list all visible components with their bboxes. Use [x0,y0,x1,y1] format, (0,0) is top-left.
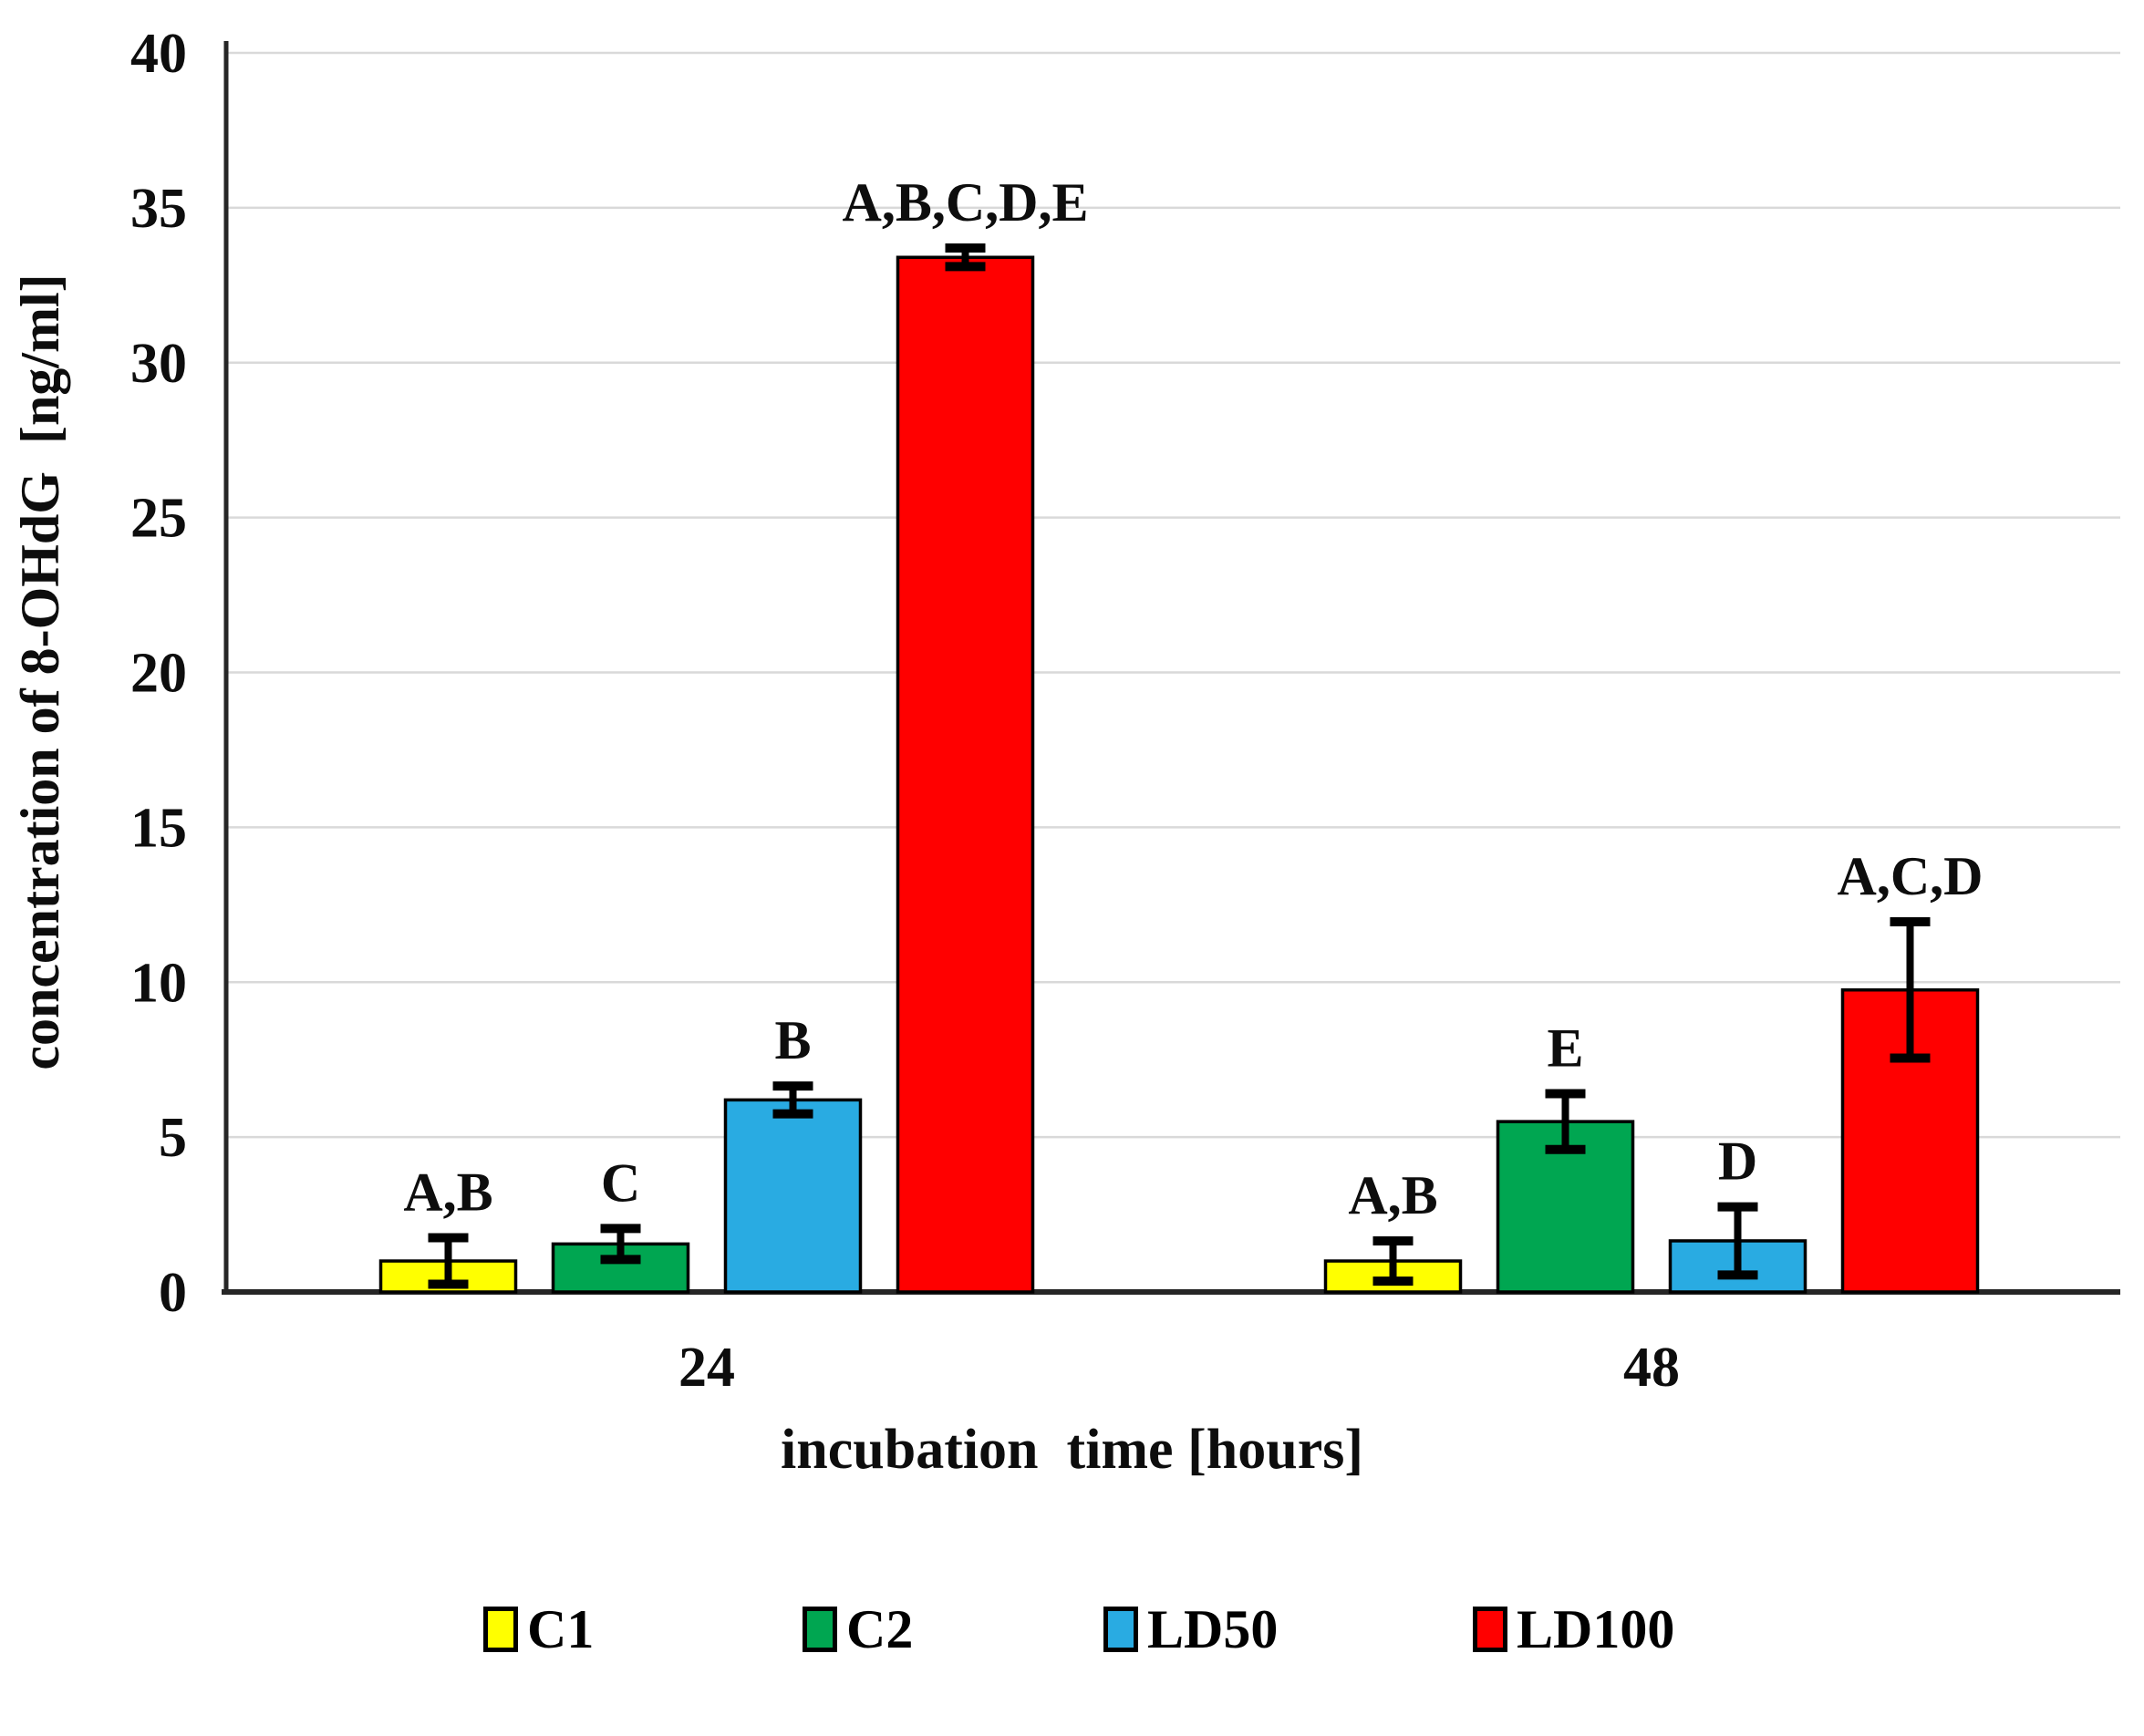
legend-swatch-LD100 [1473,1607,1507,1652]
significance-label-LD50-48: D [1718,1132,1757,1192]
y-tick-label-25: 25 [130,488,187,550]
y-tick-label-40: 40 [130,23,187,85]
legend-item-C2: C2 [803,1597,913,1661]
y-tick-label-30: 30 [130,333,187,395]
legend-label-LD50: LD50 [1147,1599,1279,1659]
legend-swatch-C2 [803,1607,837,1652]
legend-item-C1: C1 [483,1597,594,1661]
legend-swatch-C1 [483,1607,518,1652]
legend-item-LD50: LD50 [1103,1597,1278,1661]
y-tick-label-15: 15 [130,797,187,859]
significance-label-C2-48: E [1547,1018,1583,1079]
significance-label-LD50-24: B [774,1010,811,1070]
significance-label-C1-24: A,B [403,1162,492,1223]
significance-label-C1-48: A,B [1348,1165,1437,1225]
x-category-label-48: 48 [1623,1337,1680,1399]
significance-label-LD100-48: A,C,D [1838,846,1983,906]
y-tick-label-20: 20 [130,643,187,705]
legend-label-LD100: LD100 [1517,1599,1675,1659]
legend-label-C2: C2 [846,1599,914,1659]
legend-item-LD100: LD100 [1473,1597,1674,1661]
y-tick-label-10: 10 [130,952,187,1014]
y-tick-label-0: 0 [159,1262,187,1324]
y-tick-label-35: 35 [130,178,187,240]
y-tick-label-5: 5 [159,1107,187,1169]
legend-label-C1: C1 [527,1599,595,1659]
legend: C1 C2 LD50 LD100 [0,1597,2144,1670]
significance-label-C2-24: C [601,1152,640,1213]
bar-LD100-24 [896,255,1035,1294]
x-category-label-24: 24 [678,1337,735,1399]
y-axis-title: concentration of 8-OHdG [ng/ml] [10,274,70,1070]
bar-LD50-24 [723,1098,863,1294]
legend-swatch-LD50 [1103,1607,1138,1652]
x-axis-title: incubation time [hours] [781,1419,1363,1481]
significance-label-LD100-24: A,B,C,D,E [842,172,1088,232]
